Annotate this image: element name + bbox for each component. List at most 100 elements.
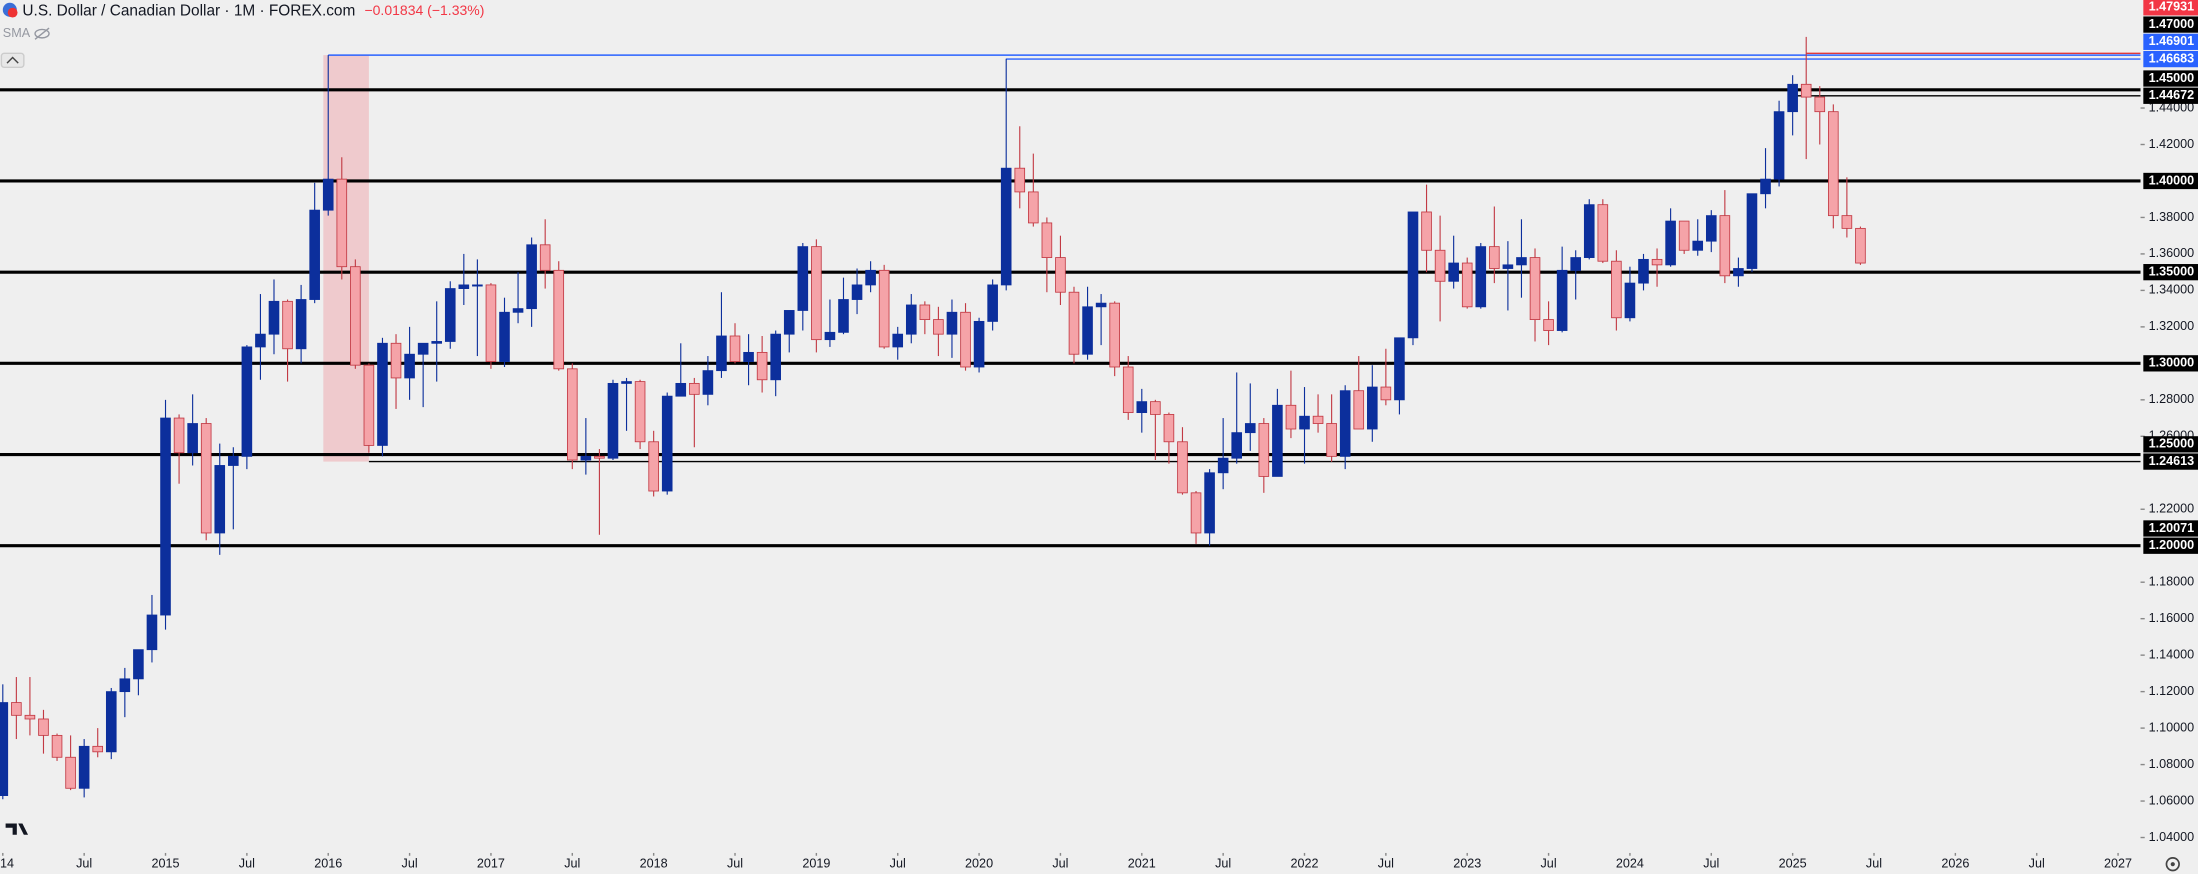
y-tick-label: 1.08000 <box>2149 757 2195 771</box>
x-tick-label: Jul <box>727 857 743 871</box>
candle-body <box>173 417 185 454</box>
candle-body <box>1529 257 1541 320</box>
candle-body <box>648 441 659 492</box>
candle-body <box>1570 257 1581 271</box>
candle-body <box>1177 441 1188 494</box>
price-label: 1.30000 <box>2149 356 2195 370</box>
x-tick-label: Jul <box>564 857 580 871</box>
eye-icon[interactable] <box>34 27 50 40</box>
candle-body <box>919 304 931 320</box>
candle-body <box>1299 415 1310 430</box>
candle-body <box>1244 423 1256 434</box>
price-label-bg <box>2143 70 2198 87</box>
x-tick-label: 2027 <box>2104 857 2132 871</box>
collapse-button[interactable] <box>0 52 25 69</box>
candle-body <box>607 382 619 459</box>
candle-body <box>1705 215 1717 242</box>
candle-body <box>539 244 551 271</box>
y-tick-label: 1.36000 <box>2149 246 2195 260</box>
x-tick-label: Jul <box>890 857 906 871</box>
candle-body <box>1204 472 1215 534</box>
candle-body <box>865 269 876 286</box>
x-tick-label: 2025 <box>1779 857 1807 871</box>
candle-body <box>1489 246 1500 269</box>
x-tick-label: 2026 <box>1941 857 1969 871</box>
candle-body <box>1068 291 1080 355</box>
candle-body <box>1502 264 1514 269</box>
x-tick-label: Jul <box>1378 857 1394 871</box>
candle-body <box>404 353 415 379</box>
candle-body <box>1353 390 1365 430</box>
price-label: 1.25000 <box>2149 437 2195 451</box>
candle-body <box>905 304 917 335</box>
candle-body <box>431 341 443 344</box>
y-tick-label: 1.28000 <box>2149 392 2195 406</box>
candle-body <box>878 269 890 348</box>
price-label: 1.20071 <box>2149 521 2195 535</box>
price-label-bg <box>2143 520 2198 537</box>
x-tick-label: 2017 <box>477 857 505 871</box>
candle-body <box>770 333 781 381</box>
y-tick-label: 1.34000 <box>2149 283 2195 297</box>
candle-body <box>580 455 592 461</box>
candle-body <box>336 178 348 268</box>
price-change: −0.01834 (−1.33%) <box>364 2 484 18</box>
candle-body <box>973 320 985 368</box>
candle-body <box>1136 401 1148 414</box>
candle-body <box>92 745 104 753</box>
candle-body <box>268 300 280 335</box>
candle-body <box>1000 167 1012 286</box>
candle-body <box>1773 111 1785 180</box>
candle-body <box>309 209 320 300</box>
price-label: 1.40000 <box>2149 173 2195 187</box>
candle-body <box>526 244 537 310</box>
price-label: 1.20000 <box>2149 538 2195 552</box>
candle-body <box>228 455 239 466</box>
symbol-icon-2 <box>7 7 18 18</box>
candle-body <box>1421 211 1432 251</box>
candle-body <box>1163 413 1175 443</box>
candle-body <box>553 269 565 370</box>
y-tick-label: 1.22000 <box>2149 502 2195 516</box>
indicator-label[interactable]: SMA <box>3 26 31 40</box>
price-label-bg <box>2143 33 2198 50</box>
candle-body <box>824 331 836 341</box>
candle-body <box>350 266 361 366</box>
tv-logo <box>5 823 29 835</box>
settings-icon[interactable] <box>2165 857 2180 872</box>
x-tick-label: 14 <box>0 857 14 871</box>
candle-body <box>1787 83 1798 113</box>
candle-body <box>1122 366 1134 414</box>
x-tick-label: Jul <box>1703 857 1719 871</box>
candle-body <box>1028 191 1039 224</box>
candle-body <box>1475 246 1487 308</box>
candle-body <box>1855 227 1866 264</box>
candle-body <box>1841 215 1853 229</box>
price-label-bg <box>2143 355 2198 372</box>
candle-body <box>1543 319 1554 331</box>
candle-body <box>1760 178 1771 195</box>
candle-body <box>621 381 632 384</box>
x-tick-label: 2019 <box>802 857 830 871</box>
y-tick-label: 1.42000 <box>2149 137 2195 151</box>
candle-body <box>1556 269 1568 331</box>
candle-body <box>1014 167 1026 193</box>
candle-body <box>512 308 524 313</box>
candle-body <box>1312 415 1324 424</box>
candle-body <box>24 714 36 720</box>
x-tick-label: 2021 <box>1128 857 1156 871</box>
candle-body <box>960 311 971 368</box>
x-tick-label: Jul <box>402 857 418 871</box>
chart-title: U.S. Dollar / Canadian Dollar · 1M · FOR… <box>22 2 355 19</box>
candle-body <box>1828 111 1839 217</box>
x-tick-label: 2023 <box>1453 857 1481 871</box>
candle-body <box>1326 423 1337 457</box>
x-tick-label: 2018 <box>640 857 668 871</box>
candle-body <box>241 346 253 457</box>
x-tick-label: 2024 <box>1616 857 1644 871</box>
candle-body <box>1516 257 1527 266</box>
candle-body <box>1407 211 1419 339</box>
candle-body <box>566 368 578 461</box>
candle-body <box>1624 282 1636 319</box>
